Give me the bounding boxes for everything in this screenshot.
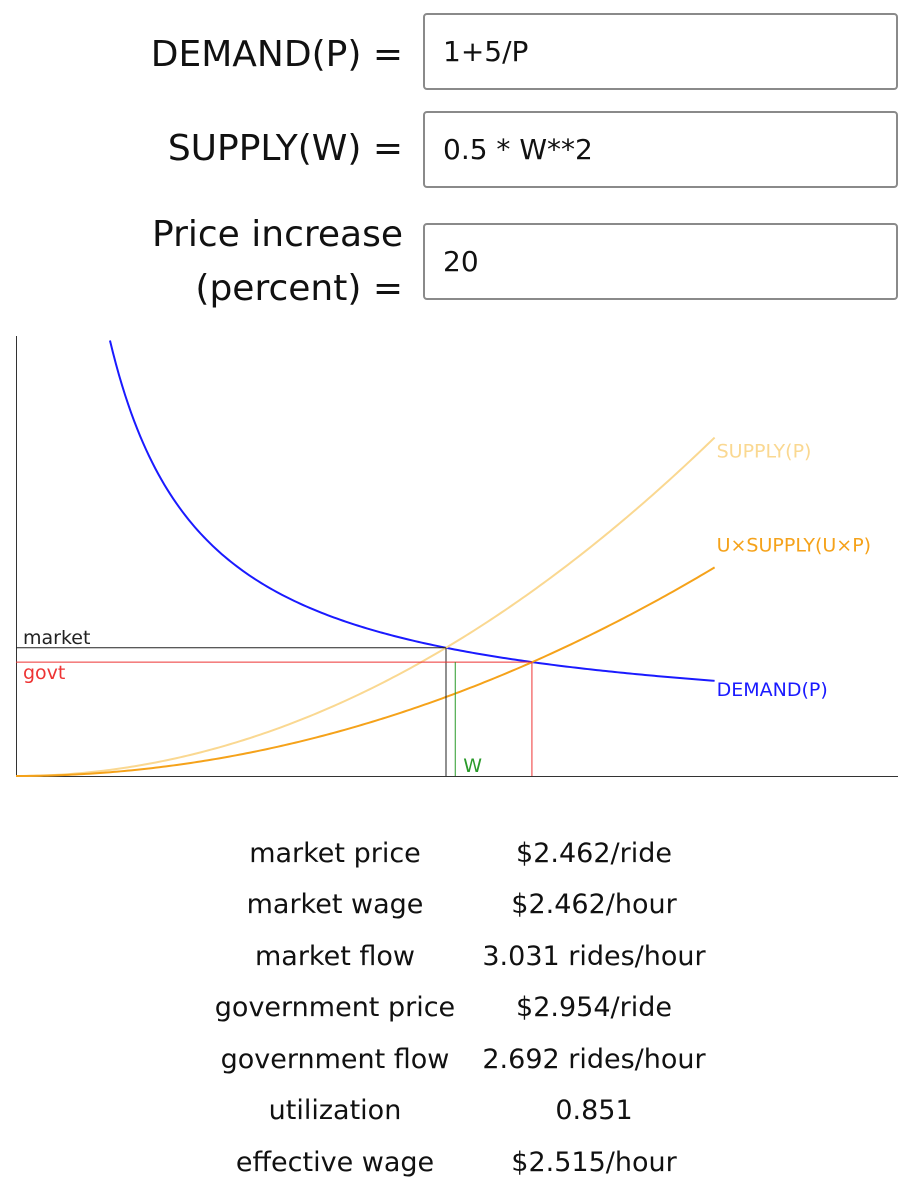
plot-area: market govt W SUPPLY(P) U×SUPPLY(U×P) DE… <box>15 336 898 777</box>
result-label: effective wage <box>235 1147 435 1178</box>
supply-series-label: SUPPLY(P) <box>717 441 812 463</box>
demand-series-label: DEMAND(P) <box>717 679 828 701</box>
result-label: government flow <box>220 1044 450 1075</box>
market-label: market <box>23 627 90 649</box>
result-row: market wage $2.462/hour <box>0 879 910 931</box>
demand-input[interactable] <box>423 13 898 90</box>
result-row: government flow 2.692 rides/hour <box>0 1034 910 1086</box>
supply-input[interactable] <box>423 111 898 188</box>
price-increase-input[interactable] <box>423 223 898 300</box>
result-value: 2.692 rides/hour <box>482 1044 706 1075</box>
result-value: 0.851 <box>555 1095 633 1126</box>
result-label: market price <box>249 838 421 869</box>
result-value: $2.954/ride <box>516 992 672 1023</box>
result-row: utilization 0.851 <box>0 1085 910 1137</box>
wage-label: W <box>463 755 482 777</box>
result-row: market price $2.462/ride <box>0 828 910 880</box>
result-label: market wage <box>246 889 424 920</box>
result-label: government price <box>214 992 456 1023</box>
result-value: $2.462/ride <box>516 838 672 869</box>
utilized-supply-series-label: U×SUPPLY(U×P) <box>717 534 872 556</box>
result-row: government price $2.954/ride <box>0 982 910 1034</box>
demand-curve <box>108 340 715 682</box>
result-label: utilization <box>268 1095 402 1126</box>
result-value: 3.031 rides/hour <box>482 941 706 972</box>
govt-label: govt <box>23 662 65 684</box>
demand-label: DEMAND(P) = <box>150 34 403 75</box>
price-increase-label-line1: Price increase <box>152 214 403 255</box>
supply-curve <box>15 436 716 777</box>
result-value: $2.462/hour <box>511 889 677 920</box>
supply-label: SUPPLY(W) = <box>167 128 403 169</box>
result-row: market flow 3.031 rides/hour <box>0 931 910 983</box>
utilized-supply-curve <box>15 566 716 777</box>
price-increase-label-line2: (percent) = <box>195 268 403 309</box>
result-label: market flow <box>254 941 415 972</box>
result-value: $2.515/hour <box>511 1147 677 1178</box>
result-row: effective wage $2.515/hour <box>0 1137 910 1189</box>
supply-demand-chart: market govt W SUPPLY(P) U×SUPPLY(U×P) DE… <box>15 336 898 777</box>
